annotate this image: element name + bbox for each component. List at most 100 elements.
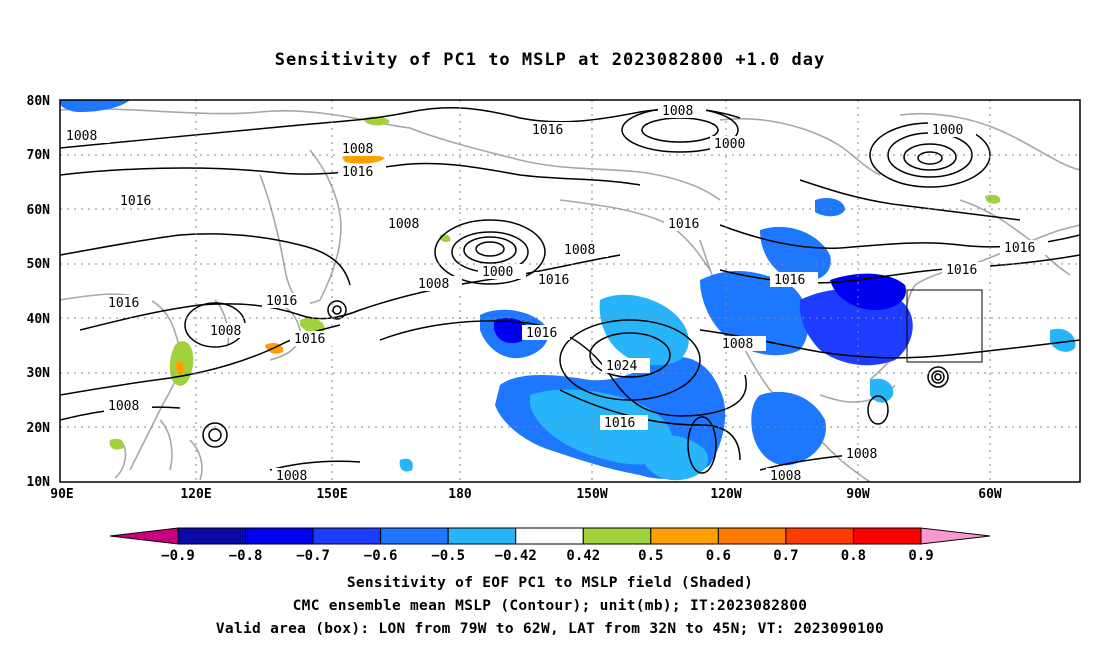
contour-label: 1016: [942, 262, 990, 278]
contour-label: 1000: [928, 122, 976, 138]
caption-line-2: CMC ensemble mean MSLP (Contour); unit(m…: [292, 598, 808, 614]
svg-text:1016: 1016: [538, 273, 569, 288]
colorbar-tick-label: −0.6: [364, 548, 398, 564]
colorbar-box: [312, 527, 382, 545]
lat-label: 10N: [27, 475, 51, 490]
lon-label: 180: [448, 487, 472, 502]
colorbar-tick-label: 0.8: [841, 548, 866, 564]
lon-label: 90W: [846, 487, 870, 502]
colorbar-box: [177, 527, 247, 545]
colorbar-box: [447, 527, 517, 545]
contour-label: 1000: [710, 136, 758, 152]
lat-label: 80N: [27, 94, 51, 109]
svg-text:1016: 1016: [120, 194, 151, 209]
contour-label: 1016: [338, 164, 386, 180]
colorbar-tick-label: −0.5: [431, 548, 465, 564]
caption-line-1: Sensitivity of EOF PC1 to MSLP field (Sh…: [346, 575, 754, 591]
lon-label: 60W: [978, 487, 1002, 502]
svg-text:1016: 1016: [668, 217, 699, 232]
colorbar-tick-label: 0.9: [908, 548, 933, 564]
contour-label: 1016: [534, 272, 582, 288]
lon-label: 150E: [316, 487, 347, 502]
svg-text:1000: 1000: [714, 137, 745, 152]
contour-label: 1008: [842, 446, 890, 462]
longitude-labels: 90E 120E 150E 180 150W 120W 90W 60W: [50, 487, 1002, 502]
colorbar-tick-label: 0.6: [706, 548, 731, 564]
contour-label-group: 1008 1016 1008 1016 1008 1000 1016 1000 …: [62, 103, 1048, 484]
lon-label: 90E: [50, 487, 73, 502]
colorbar-tick-label: −0.7: [296, 548, 330, 564]
contour-label: 1008: [560, 242, 608, 258]
svg-text:1008: 1008: [564, 243, 595, 258]
colorbar-low-arrow: [109, 527, 179, 545]
colorbar-tick-label: −0.42: [495, 548, 537, 564]
svg-text:1016: 1016: [294, 332, 325, 347]
lat-label: 70N: [27, 148, 51, 163]
lat-label: 20N: [27, 421, 51, 436]
colorbar-box: [582, 527, 652, 545]
contour-label: 1008: [414, 276, 462, 292]
svg-text:1016: 1016: [774, 273, 805, 288]
svg-text:1000: 1000: [932, 123, 963, 138]
colorbar-labels: −0.9 −0.8 −0.7 −0.6 −0.5 −0.42 0.42 0.5 0.6 0.7 0.…: [161, 548, 934, 564]
contour-label: 1016: [262, 293, 310, 309]
contour-label: 1008: [338, 141, 386, 157]
contour-label: 1008: [718, 336, 766, 352]
svg-text:1016: 1016: [342, 165, 373, 180]
contour-label: 1016: [664, 216, 712, 232]
svg-text:1016: 1016: [108, 296, 139, 311]
contour-label: 1016: [600, 415, 648, 431]
svg-text:1016: 1016: [526, 326, 557, 341]
svg-text:1016: 1016: [946, 263, 977, 278]
colorbar-box: [717, 527, 787, 545]
contour-label: 1016: [1000, 240, 1048, 256]
contour-label: 1008: [62, 128, 110, 144]
svg-text:1008: 1008: [662, 104, 693, 119]
colorbar-boxes: [177, 527, 922, 545]
svg-text:1000: 1000: [482, 265, 513, 280]
contour-label: 1016: [116, 193, 164, 209]
lat-label: 50N: [27, 257, 51, 272]
svg-text:1008: 1008: [108, 399, 139, 414]
map-frame: [59, 99, 1081, 483]
svg-text:1024: 1024: [606, 359, 637, 374]
svg-text:1008: 1008: [846, 447, 877, 462]
contour-label: 1008: [272, 468, 320, 484]
colorbar-box: [515, 527, 584, 545]
contour-label: 1024: [602, 358, 650, 374]
svg-text:1008: 1008: [418, 277, 449, 292]
caption-line-3: Valid area (box): LON from 79W to 62W, L…: [215, 621, 885, 637]
colorbar-tick-label: 0.42: [566, 548, 600, 564]
colorbar: −0.9 −0.8 −0.7 −0.6 −0.5 −0.42 0.42 0.5 0.6 0.7 0.…: [109, 527, 991, 564]
svg-text:1016: 1016: [532, 123, 563, 138]
contour-label: 1008: [658, 103, 706, 119]
lat-label: 30N: [27, 366, 51, 381]
svg-text:1016: 1016: [1004, 241, 1035, 256]
svg-text:1008: 1008: [276, 469, 307, 484]
lon-label: 120E: [180, 487, 211, 502]
contour-label: 1008: [384, 216, 432, 232]
lat-label: 60N: [27, 203, 51, 218]
colorbar-tick-label: −0.8: [229, 548, 263, 564]
svg-text:1008: 1008: [342, 142, 373, 157]
colorbar-tick-label: 0.7: [773, 548, 798, 564]
colorbar-box: [785, 527, 854, 545]
colorbar-high-arrow: [920, 527, 991, 545]
colorbar-box: [852, 527, 922, 545]
svg-text:1008: 1008: [210, 324, 241, 339]
graticule: [60, 100, 1080, 482]
svg-text:1016: 1016: [604, 416, 635, 431]
lon-label: 150W: [576, 487, 607, 502]
figure-title: Sensitivity of PC1 to MSLP at 2023082800…: [274, 50, 826, 70]
svg-text:1008: 1008: [66, 129, 97, 144]
contour-label: 1016: [522, 325, 570, 341]
svg-text:1016: 1016: [266, 294, 297, 309]
contour-label-group-2: 1008: [766, 468, 814, 484]
svg-text:1008: 1008: [770, 469, 801, 484]
contour-label: 1016: [770, 272, 818, 288]
contour-label: 1008: [766, 468, 814, 484]
contour-label: 1016: [528, 122, 576, 138]
svg-text:1008: 1008: [722, 337, 753, 352]
lat-label: 40N: [27, 312, 51, 327]
